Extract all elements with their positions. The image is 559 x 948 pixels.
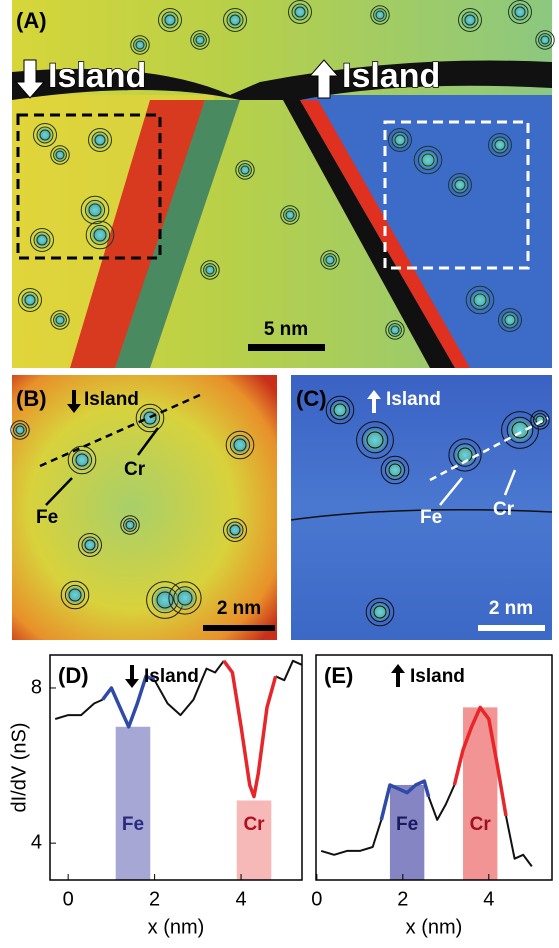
- x-tick-label: 0: [63, 888, 74, 910]
- scale-label: 2 nm: [217, 598, 261, 619]
- x-tick-label: 2: [149, 888, 160, 910]
- annotation: Island: [342, 57, 440, 95]
- panel-label: (A): [16, 8, 47, 33]
- plot-frame: [316, 655, 552, 880]
- scale-label: 5 nm: [264, 319, 308, 340]
- panel-a: (A) Island Island 5 nm: [12, 0, 554, 368]
- figure: (A) Island Island 5 nm (B) Island Fe Cr …: [0, 0, 559, 943]
- y-tick-label: 4: [31, 831, 42, 853]
- y-axis-label: dI/dV (nS): [8, 722, 30, 812]
- panel-title: Island: [144, 666, 199, 687]
- annotation: Island: [386, 389, 441, 410]
- x-axis-label: x (nm): [406, 916, 463, 938]
- arrow-up: [391, 664, 405, 687]
- scale-bar: [478, 625, 545, 631]
- panel-title: Island: [410, 666, 465, 687]
- panel-label: (B): [16, 386, 47, 411]
- panel-c: (C) Island Fe Cr 2 nm: [291, 375, 552, 640]
- x-axis-label: x (nm): [148, 916, 205, 938]
- annotation: Cr: [124, 459, 146, 480]
- annotation: Island: [84, 389, 139, 410]
- scale-bar: [203, 625, 275, 631]
- band: [116, 727, 151, 880]
- annotation: Fe: [420, 507, 442, 528]
- panel-label: (E): [324, 663, 353, 688]
- band-label: Cr: [243, 814, 265, 835]
- band-label: Cr: [470, 814, 492, 835]
- annotation: Island: [48, 57, 146, 95]
- annotation: Fe: [36, 507, 58, 528]
- band-label: Fe: [122, 814, 144, 835]
- x-tick-label: 4: [483, 888, 494, 910]
- scale-label: 2 nm: [489, 598, 533, 619]
- band-label: Fe: [396, 814, 418, 835]
- panel-label: (D): [58, 663, 89, 688]
- band: [237, 800, 272, 880]
- panel-b: (B) Island Fe Cr 2 nm: [11, 375, 277, 640]
- x-tick-label: 2: [397, 888, 408, 910]
- x-tick-label: 0: [311, 888, 322, 910]
- x-tick-label: 4: [235, 888, 246, 910]
- y-tick-label: 8: [31, 676, 42, 698]
- data-line: [321, 785, 532, 866]
- arrow-down: [125, 665, 139, 688]
- panel-label: (C): [296, 386, 327, 411]
- scale-bar: [248, 344, 325, 351]
- data-line: [224, 661, 276, 797]
- annotation: Cr: [493, 499, 515, 520]
